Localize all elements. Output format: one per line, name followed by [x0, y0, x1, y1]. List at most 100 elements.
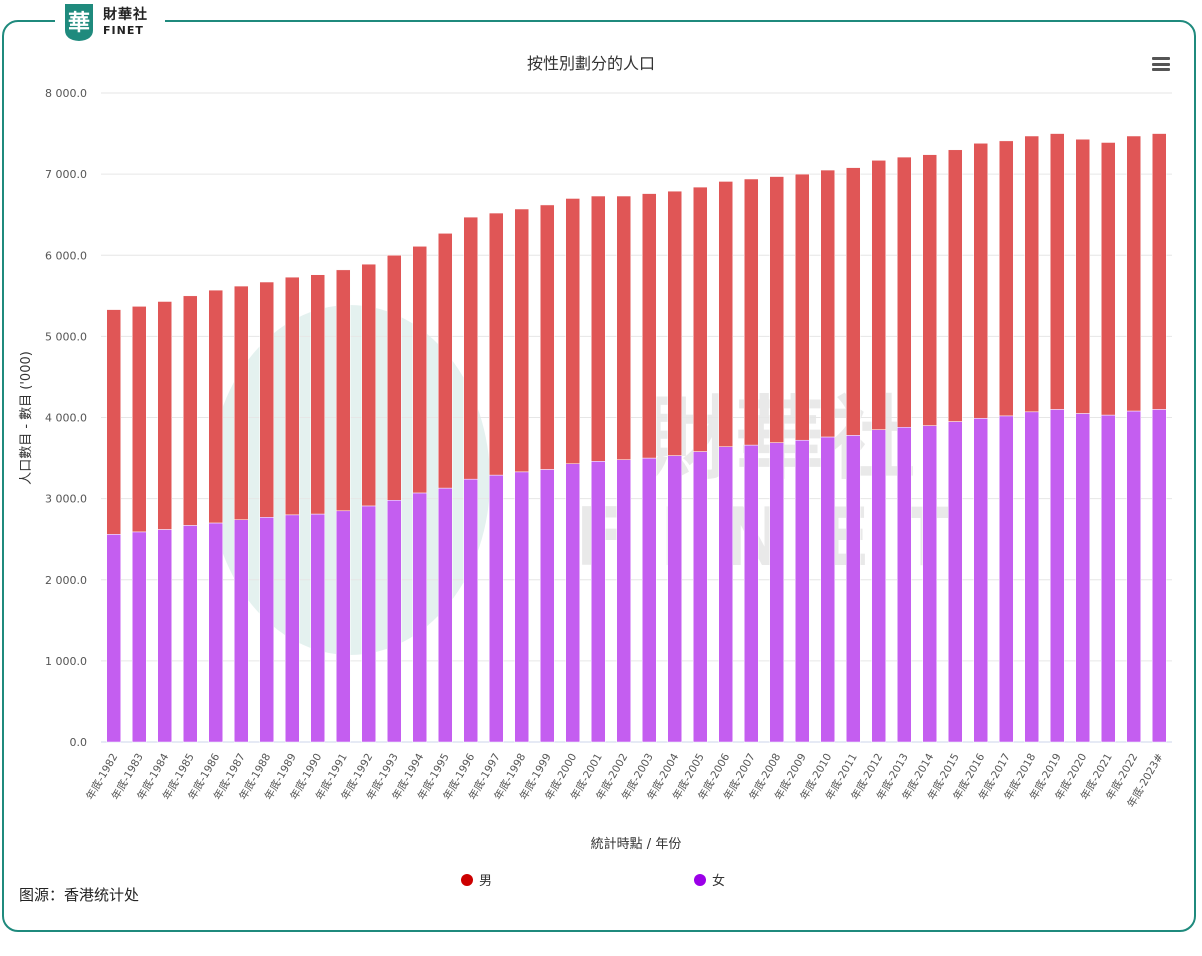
finet-logo-icon: 華	[61, 2, 97, 42]
bar-female	[310, 513, 326, 743]
bar-male	[871, 160, 887, 430]
bar-female	[820, 436, 836, 743]
bar-female	[973, 418, 989, 743]
bar-female	[769, 442, 785, 743]
bar-male	[667, 190, 683, 456]
bar-female	[871, 429, 887, 743]
source-note: 图源：香港统计处	[19, 886, 140, 904]
bar-female	[692, 451, 708, 743]
y-tick-label: 2 000.0	[45, 574, 87, 587]
y-tick-label: 0.0	[70, 736, 88, 749]
bar-female	[284, 514, 300, 743]
hamburger-menu-icon[interactable]	[1152, 57, 1170, 71]
bar-male	[259, 281, 275, 518]
chart-title: 按性別劃分的人口	[527, 54, 655, 73]
legend-label-female: 女	[712, 873, 725, 889]
bar-female	[616, 459, 632, 743]
bar-female	[463, 478, 479, 743]
brand-name-cn: 財華社	[103, 7, 148, 23]
bar-male	[1151, 133, 1167, 410]
bar-female	[157, 529, 173, 743]
bar-male	[794, 173, 810, 441]
bar-male	[743, 178, 759, 446]
y-tick-label: 5 000.0	[45, 330, 87, 343]
bar-male	[386, 255, 402, 501]
y-axis-label: 人口數目 - 數目 ('000)	[19, 351, 34, 485]
legend-marker-male	[461, 874, 473, 886]
bar-male	[412, 246, 428, 494]
bar-female	[845, 435, 861, 743]
bar-male	[106, 309, 122, 535]
bar-female	[1075, 413, 1091, 743]
chart-frame	[2, 20, 1196, 932]
bar-male	[157, 301, 173, 530]
bar-male	[488, 212, 504, 476]
bar-female	[1151, 409, 1167, 743]
bar-male	[947, 149, 963, 422]
bar-female	[488, 474, 504, 743]
bar-female	[667, 455, 683, 743]
bar-female	[565, 463, 581, 743]
bar-female	[208, 522, 224, 743]
legend-marker-female	[694, 874, 706, 886]
bar-female	[590, 461, 606, 743]
bar-male	[922, 154, 938, 426]
bar-male	[233, 285, 249, 520]
bar-male	[1049, 133, 1065, 410]
bar-male	[1100, 142, 1116, 416]
bar-male	[1126, 135, 1142, 412]
bar-female	[1100, 414, 1116, 743]
legend-label-male: 男	[479, 874, 492, 889]
bar-male	[565, 198, 581, 464]
bar-female	[1126, 410, 1142, 743]
bar-female	[182, 525, 198, 743]
bar-female	[896, 426, 912, 743]
bar-female	[131, 531, 147, 743]
bar-male	[616, 195, 632, 460]
bar-male	[973, 143, 989, 419]
bar-male	[182, 295, 198, 526]
bar-male	[1075, 138, 1091, 414]
legend: 男 女	[461, 873, 725, 889]
bar-female	[998, 415, 1014, 743]
bar-male	[208, 289, 224, 524]
bar-female	[794, 439, 810, 743]
bar-female	[947, 421, 963, 743]
bar-female	[106, 534, 122, 743]
y-tick-label: 1 000.0	[45, 655, 87, 668]
bar-male	[310, 274, 326, 515]
svg-text:華: 華	[68, 11, 90, 36]
x-axis-label: 統計時點 / 年份	[591, 836, 682, 852]
bar-male	[131, 306, 147, 533]
bar-male	[820, 169, 836, 438]
y-tick-label: 6 000.0	[45, 249, 87, 262]
bar-male	[539, 204, 555, 470]
bar-female	[361, 505, 377, 743]
bar-female	[539, 469, 555, 743]
bar-female	[743, 444, 759, 743]
y-tick-label: 7 000.0	[45, 168, 87, 181]
legend-item-female[interactable]: 女	[694, 873, 725, 889]
bar-female	[1024, 411, 1040, 743]
y-tick-label: 4 000.0	[45, 412, 87, 425]
bar-male	[361, 263, 377, 507]
y-tick-label: 3 000.0	[45, 493, 87, 506]
bar-female	[233, 519, 249, 743]
bar-female	[335, 510, 351, 743]
bar-female	[514, 471, 530, 743]
bar-male	[437, 233, 453, 489]
bar-male	[692, 186, 708, 452]
bar-male	[463, 216, 479, 480]
bar-male	[845, 167, 861, 436]
bar-male	[769, 176, 785, 443]
bar-male	[998, 140, 1014, 417]
bar-female	[437, 487, 453, 743]
y-tick-label: 8 000.0	[45, 87, 87, 100]
bar-male	[1024, 135, 1040, 413]
bar-male	[284, 276, 300, 516]
legend-item-male[interactable]: 男	[461, 874, 492, 889]
bar-female	[412, 492, 428, 743]
finet-brand: 華 財華社 FINET	[55, 0, 165, 44]
bar-female	[1049, 409, 1065, 743]
